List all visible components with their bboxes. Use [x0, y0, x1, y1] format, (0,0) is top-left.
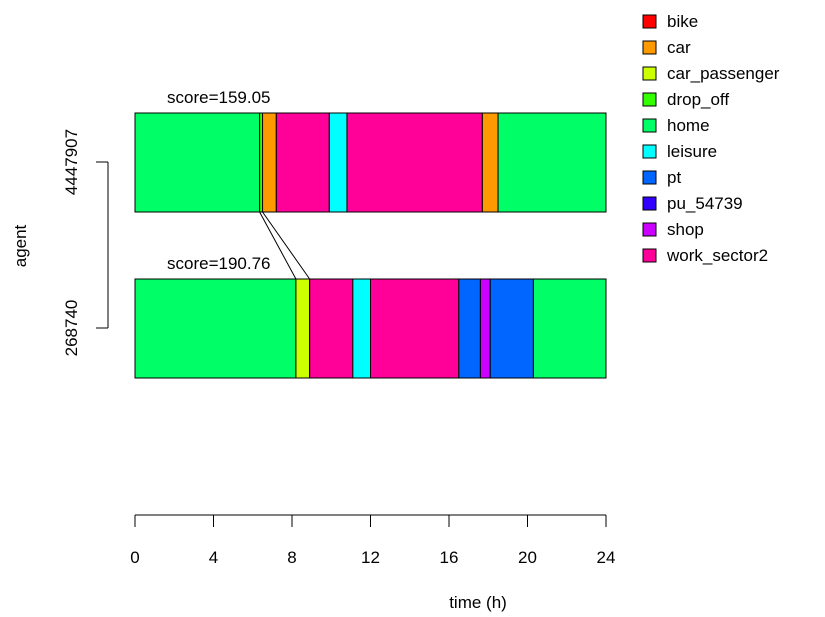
agent-row: score=159.05: [134, 88, 607, 213]
legend-swatch: [642, 248, 657, 263]
legend-swatch: [642, 92, 657, 107]
legend-swatch: [642, 66, 657, 81]
legend-swatch: [642, 40, 657, 55]
x-tick-label: 0: [130, 548, 139, 567]
activity-segment-home: [134, 278, 297, 379]
x-tick-label: 16: [440, 548, 459, 567]
y-axis: 4447907 268740: [62, 129, 109, 357]
activity-segment-work_sector2: [275, 112, 330, 213]
legend-label: leisure: [667, 142, 717, 161]
legend-swatch: [642, 222, 657, 237]
score-label: score=159.05: [167, 88, 271, 107]
legend-label: pt: [667, 168, 681, 187]
y-tick-label: 4447907: [62, 129, 81, 195]
activity-segment-work_sector2: [309, 278, 354, 379]
legend-item: home: [642, 116, 710, 135]
connector-line: [259, 211, 297, 280]
x-axis-label: time (h): [449, 593, 507, 612]
activity-segment-work_sector2: [346, 112, 483, 213]
legend-label: car: [667, 38, 691, 57]
activity-segment-home: [134, 112, 261, 213]
legend-item: drop_off: [642, 90, 729, 109]
legend-label: home: [667, 116, 710, 135]
legend-item: shop: [642, 220, 704, 239]
x-tick-label: 8: [287, 548, 296, 567]
x-axis: 0 4 8 12 16 20 24: [130, 514, 616, 567]
activity-segment-home: [497, 112, 607, 213]
legend-item: pu_54739: [642, 194, 743, 213]
legend-swatch: [642, 196, 657, 211]
connectors-layer: [259, 211, 311, 280]
x-tick-label: 24: [597, 548, 616, 567]
agent-row: score=190.76: [134, 254, 607, 379]
activity-segment-car_passenger: [295, 278, 311, 379]
legend-label: car_passenger: [667, 64, 780, 83]
activity-segment-shop: [479, 278, 491, 379]
legend-swatch: [642, 14, 657, 29]
bars-layer: score=159.05 score=190.76: [134, 88, 607, 379]
legend-label: bike: [667, 12, 698, 31]
activity-segment-car: [481, 112, 499, 213]
y-axis-label: agent: [11, 224, 30, 267]
legend-swatch: [642, 144, 657, 159]
legend-label: work_sector2: [666, 246, 768, 265]
activity-segment-pt: [458, 278, 481, 379]
activity-segment-home: [532, 278, 607, 379]
legend-swatch: [642, 170, 657, 185]
legend-item: bike: [642, 12, 698, 31]
y-tick-label: 268740: [62, 300, 81, 357]
activity-segment-work_sector2: [370, 278, 460, 379]
legend-label: pu_54739: [667, 194, 743, 213]
legend-label: drop_off: [667, 90, 729, 109]
legend-label: shop: [667, 220, 704, 239]
legend-item: work_sector2: [642, 246, 768, 265]
legend-swatch: [642, 118, 657, 133]
x-tick-label: 12: [361, 548, 380, 567]
legend-item: car: [642, 38, 691, 57]
legend-item: pt: [642, 168, 681, 187]
activity-segment-pt: [489, 278, 534, 379]
x-tick-label: 4: [209, 548, 218, 567]
legend-item: car_passenger: [642, 64, 780, 83]
connector-line: [262, 211, 311, 280]
score-label: score=190.76: [167, 254, 271, 273]
activity-segment-leisure: [352, 278, 371, 379]
legend-item: leisure: [642, 142, 717, 161]
activity-segment-leisure: [328, 112, 348, 213]
activity-segment-car: [262, 112, 277, 213]
x-tick-label: 20: [518, 548, 537, 567]
